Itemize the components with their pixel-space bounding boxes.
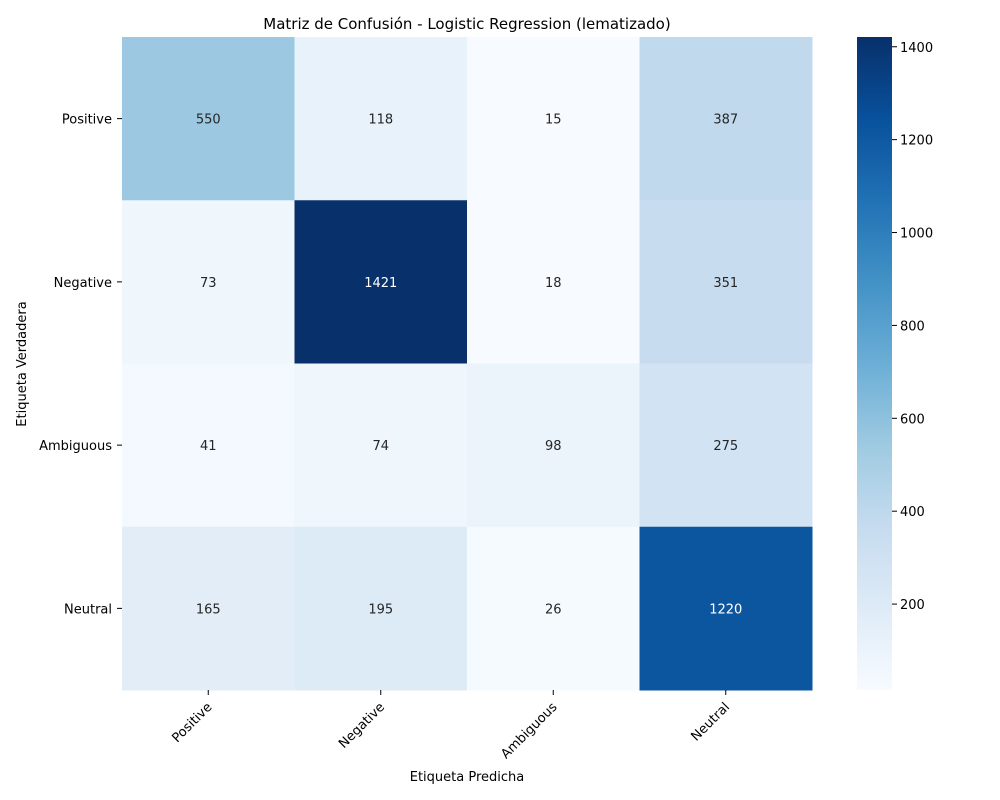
heatmap-cell [294,363,468,528]
heatmap-cell [294,200,468,364]
cell-value-label: 73 [200,276,217,291]
cell-value-label: 15 [545,113,562,128]
colorbar-tick-label: 200 [900,598,925,613]
y-tick-label: Ambiguous [39,439,112,454]
heatmap-cell-labels: 550 118 15 387 73 1421 18 351 41 74 98 275 165 195 26 1… [196,113,742,618]
colorbar-tick-label: 400 [900,505,925,520]
y-axis-label: Etiqueta Verdadera [15,301,30,426]
cell-value-label: 118 [368,113,393,128]
colorbar-tick-label: 1400 [900,41,933,56]
heatmap-cell [467,200,640,364]
chart-title: Matriz de Confusión - Logistic Regressio… [263,15,670,33]
x-axis: Positive Negative Ambiguous Neutral [169,690,733,762]
y-tick-label: Positive [62,113,112,128]
cell-value-label: 41 [200,439,217,454]
heatmap-cell [122,200,295,364]
heatmap-cells [122,37,813,691]
cell-value-label: 26 [545,602,562,617]
y-tick-label: Neutral [64,602,112,617]
heatmap-cell [122,37,295,201]
cell-value-label: 18 [545,276,562,291]
colorbar-tick-label: 600 [900,412,925,427]
cell-value-label: 1421 [364,276,397,291]
x-tick-label: Positive [169,700,215,746]
cell-value-label: 98 [545,439,562,454]
cell-value-label: 1220 [709,602,742,617]
heatmap-cell [294,526,468,691]
cell-value-label: 165 [196,602,221,617]
cell-value-label: 550 [196,113,221,128]
heatmap-cell [467,526,640,691]
heatmap-cell [467,37,640,201]
cell-value-label: 387 [713,113,738,128]
cell-value-label: 195 [368,602,393,617]
heatmap-cell [467,363,640,528]
heatmap-cell [639,37,813,201]
heatmap-cell [639,526,813,691]
x-tick-label: Ambiguous [498,700,560,762]
colorbar-tick-label: 1000 [900,227,933,242]
cell-value-label: 275 [713,439,738,454]
colorbar [857,37,892,690]
x-tick-label: Negative [336,700,388,752]
heatmap-cell [639,200,813,364]
colorbar-ticks: 200 400 600 800 1000 1200 1400 [892,41,933,613]
x-tick-label: Neutral [688,700,733,745]
y-tick-label: Negative [54,276,112,291]
heatmap-cell [294,37,468,201]
heatmap-cell [122,363,295,528]
heatmap-cell [122,526,295,691]
y-axis: Positive Negative Ambiguous Neutral [39,113,122,617]
colorbar-tick-label: 800 [900,319,925,334]
x-axis-label: Etiqueta Predicha [410,770,525,785]
cell-value-label: 74 [372,439,389,454]
heatmap-cell [639,363,813,528]
colorbar-tick-label: 1200 [900,134,933,149]
cell-value-label: 351 [713,276,738,291]
